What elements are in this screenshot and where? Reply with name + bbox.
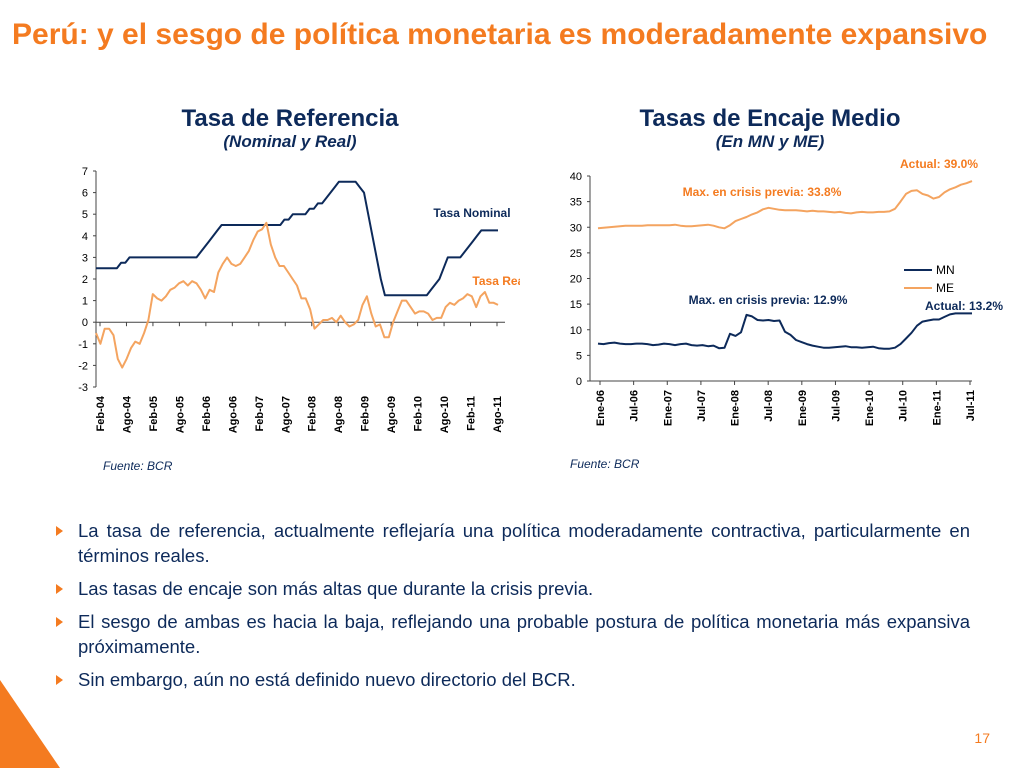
chart1-x-tick-label: Feb-08 <box>307 396 319 431</box>
chart2-y-tick-label: 15 <box>570 299 582 311</box>
chart1-x-tick-label: Feb-04 <box>95 395 107 431</box>
chart2-y-tick-label: 20 <box>570 274 582 286</box>
chart1-y-tick-label: 2 <box>82 274 88 286</box>
chart2-x-tick-label: Jul-09 <box>830 390 842 422</box>
chart1-y-tick-label: 7 <box>82 166 88 178</box>
chart1-x-tick-label: Feb-05 <box>148 396 160 431</box>
chart1-x-tick-label: Feb-06 <box>201 396 213 431</box>
chart2-x-tick-label: Ene-07 <box>662 390 674 426</box>
chart1-series-label-real: Tasa Real <box>472 274 520 288</box>
bullet-text: El sesgo de ambas es hacia la baja, refl… <box>78 611 970 657</box>
chart1-y-tick-label: -1 <box>78 339 88 351</box>
chart1-x-tick-label: Ago-05 <box>174 396 186 433</box>
chart2-x-tick-label: Jul-11 <box>965 390 977 421</box>
bullet-text: Las tasas de encaje son más altas que du… <box>78 578 594 599</box>
chart2-x-tick-label: Ene-06 <box>595 390 607 426</box>
chart1-x-tick-label: Ago-08 <box>333 396 345 433</box>
chart1-x-tick-label: Ago-09 <box>386 396 398 433</box>
chart1-y-tick-label: 5 <box>82 209 88 221</box>
bullet-arrow-icon <box>56 526 63 536</box>
bullet-arrow-icon <box>56 617 63 627</box>
bullet-item: Las tasas de encaje son más altas que du… <box>56 576 970 601</box>
chart1-x-tick-label: Feb-10 <box>413 396 425 431</box>
chart2-x-tick-label: Ene-10 <box>864 390 876 426</box>
chart2-series-line-1 <box>597 180 973 230</box>
chart2-annotation-max-mn: Max. en crisis previa: 12.9% <box>689 293 848 307</box>
bullet-item: Sin embargo, aún no está definido nuevo … <box>56 667 970 692</box>
chart-tasa-referencia: 7 6 5 4 3 2 1 0 -1 -2 -3 Feb-04 Ago-04 Feb-05 Ago-05 Fe… <box>78 166 520 433</box>
chart1-x-tick-label: Ago-10 <box>439 396 451 433</box>
chart1-x-tick-label: Ago-11 <box>492 396 504 433</box>
chart1-x-tick-label: Ago-06 <box>227 396 239 433</box>
bullet-text: Sin embargo, aún no está definido nuevo … <box>78 669 576 690</box>
bullet-item: El sesgo de ambas es hacia la baja, refl… <box>56 609 970 659</box>
chart1-x-tick-label: Feb-09 <box>360 396 372 431</box>
chart1-x-tick-label: Feb-11 <box>466 396 478 431</box>
chart2-y-tick-label: 0 <box>576 376 582 388</box>
chart1-series-line-0 <box>96 180 498 297</box>
chart2-x-tick-label: Jul-06 <box>629 390 641 422</box>
chart2-x-tick-label: Jul-08 <box>763 390 775 422</box>
chart1-y-tick-label: 3 <box>82 252 88 264</box>
bullet-arrow-icon <box>56 675 63 685</box>
chart2-x-tick-label: Ene-08 <box>730 390 742 426</box>
chart1-x-tick-label: Ago-07 <box>280 396 292 433</box>
chart2-annotation-max-me: Max. en crisis previa: 33.8% <box>683 185 842 199</box>
chart2-x-tick-label: Jul-07 <box>696 390 708 422</box>
chart2-series-line-0 <box>597 312 972 350</box>
chart2-annotation-actual-mn: Actual: 13.2% <box>925 299 1003 313</box>
chart2-subtitle: (En MN y ME) <box>715 132 825 151</box>
chart1-source: Fuente: BCR <box>103 459 173 473</box>
chart2-title: Tasas de Encaje Medio <box>639 105 901 132</box>
corner-decoration-icon <box>0 680 60 768</box>
chart2-x-tick-label: Jul-10 <box>898 390 910 422</box>
chart1-series-line-1 <box>95 221 499 369</box>
chart2-y-tick-label: 30 <box>570 222 582 234</box>
chart-tasas-encaje: 40 35 30 25 20 15 10 5 0 Ene-06 Jul-06 Ene-07 Jul-07… <box>570 158 1004 426</box>
chart2-y-tick-label: 10 <box>570 325 582 337</box>
chart1-y-tick-label: 0 <box>82 317 88 329</box>
chart2-y-tick-label: 5 <box>576 350 582 362</box>
chart2-x-tick-label: Ene-11 <box>931 390 943 425</box>
chart1-y-tick-label: 1 <box>82 296 88 308</box>
bullet-text: La tasa de referencia, actualmente refle… <box>78 520 970 566</box>
page-number: 17 <box>974 730 990 746</box>
chart1-heading: Tasa de Referencia (Nominal y Real) <box>140 106 440 152</box>
chart2-y-tick-label: 40 <box>570 171 582 183</box>
bullet-arrow-icon <box>56 584 63 594</box>
chart1-x-tick-label: Ago-04 <box>121 395 133 433</box>
chart2-source: Fuente: BCR <box>570 457 640 471</box>
bullet-item: La tasa de referencia, actualmente refle… <box>56 518 970 568</box>
chart1-y-tick-label: -2 <box>78 360 88 372</box>
chart2-heading: Tasas de Encaje Medio (En MN y ME) <box>590 106 950 152</box>
chart2-annotation-actual-me: Actual: 39.0% <box>900 158 978 171</box>
chart1-x-tick-label: Feb-07 <box>254 396 266 431</box>
chart2-legend-label-me: ME <box>936 281 954 295</box>
chart2-legend-label-mn: MN <box>936 263 955 277</box>
chart1-title: Tasa de Referencia <box>181 105 399 132</box>
chart1-y-tick-label: 6 <box>82 188 88 200</box>
chart2-x-tick-label: Ene-09 <box>797 390 809 426</box>
chart1-series-label-nominal: Tasa Nominal <box>433 206 510 220</box>
chart1-y-tick-label: -3 <box>78 382 88 394</box>
chart2-y-tick-label: 35 <box>570 197 582 209</box>
chart2-y-tick-label: 25 <box>570 248 582 260</box>
bullet-list: La tasa de referencia, actualmente refle… <box>56 518 970 700</box>
chart1-subtitle: (Nominal y Real) <box>223 132 357 151</box>
slide-title: Perú: y el sesgo de política monetaria e… <box>12 18 988 51</box>
chart1-y-tick-label: 4 <box>82 231 88 243</box>
